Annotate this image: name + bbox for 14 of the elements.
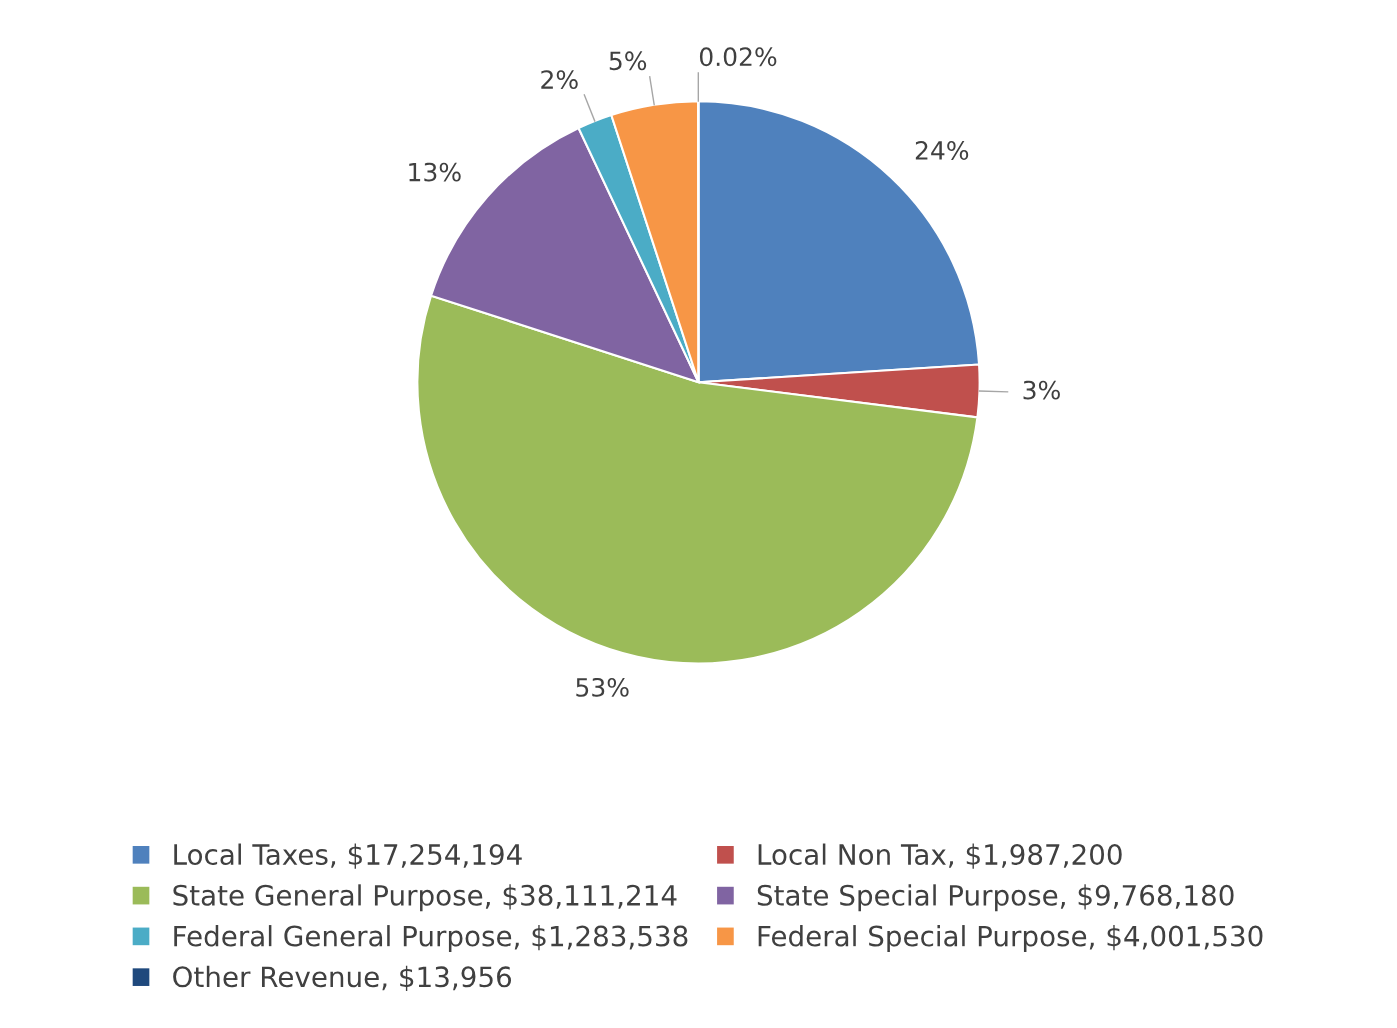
data-label: 13% bbox=[409, 162, 461, 182]
data-label: 53% bbox=[576, 677, 629, 697]
legend-label: State Special Purpose, $9,768,180 bbox=[757, 884, 1234, 912]
data-label: 5% bbox=[609, 51, 647, 71]
data-label: 0.02% bbox=[699, 47, 777, 67]
legend-label: Other Revenue, $13,956 bbox=[173, 965, 512, 992]
legend-label: Local Non Tax, $1,987,200 bbox=[758, 843, 1122, 869]
legend-label: Federal General Purpose, $1,283,538 bbox=[174, 925, 688, 952]
data-label: 3% bbox=[1023, 380, 1060, 400]
legend-label: Federal Special Purpose, $4,001,530 bbox=[758, 925, 1263, 952]
data-label: 2% bbox=[541, 70, 578, 90]
legend-label: State General Purpose, $38,111,214 bbox=[173, 884, 677, 912]
data-label: 24% bbox=[915, 141, 969, 160]
legend-label: Local Taxes, $17,254,194 bbox=[174, 843, 522, 869]
